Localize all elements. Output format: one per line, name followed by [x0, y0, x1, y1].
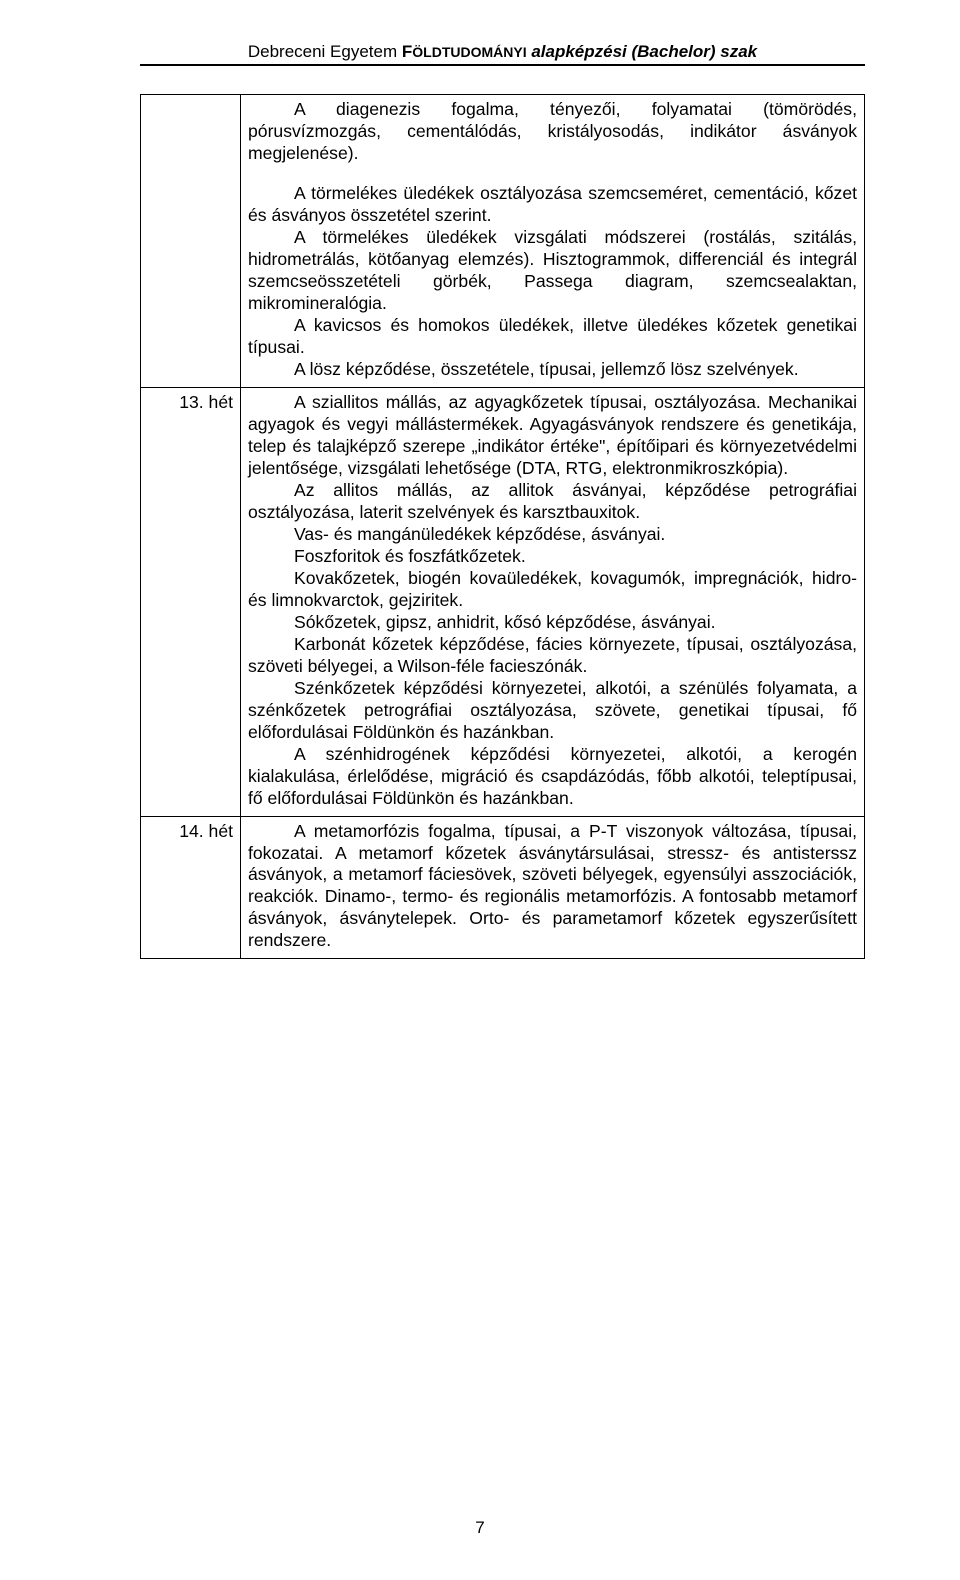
paragraph: Az allitos mállás, az allitok ásványai, … — [248, 480, 857, 524]
paragraph: Szénkőzetek képződési környezetei, alkot… — [248, 678, 857, 744]
week-cell — [141, 95, 241, 388]
paragraph: Kovakőzetek, biogén kovaüledékek, kovagu… — [248, 568, 857, 612]
paragraph: A törmelékes üledékek vizsgálati módszer… — [248, 227, 857, 315]
content-cell: A metamorfózis fogalma, típusai, a P-T v… — [241, 816, 865, 959]
paragraph: A lösz képződése, összetétele, típusai, … — [248, 359, 857, 381]
paragraph: A szénhidrogének képződési környezetei, … — [248, 744, 857, 810]
week-cell: 14. hét — [141, 816, 241, 959]
table-row: 13. hétA sziallitos mállás, az agyagkőze… — [141, 387, 865, 816]
paragraph: A metamorfózis fogalma, típusai, a P-T v… — [248, 821, 857, 953]
paragraph: Sókőzetek, gipsz, anhidrit, kősó képződé… — [248, 612, 857, 634]
paragraph: A diagenezis fogalma, tényezői, folyamat… — [248, 99, 857, 165]
page-header: Debreceni Egyetem FÖLDTUDOMÁNYI alapképz… — [140, 42, 865, 66]
page-number: 7 — [0, 1518, 960, 1538]
header-cap: F — [402, 42, 412, 61]
paragraph: A sziallitos mállás, az agyagkőzetek típ… — [248, 392, 857, 480]
header-italic: alapképzési (Bachelor) szak — [527, 42, 758, 61]
table-row: 14. hétA metamorfózis fogalma, típusai, … — [141, 816, 865, 959]
content-cell: A sziallitos mállás, az agyagkőzetek típ… — [241, 387, 865, 816]
header-smallcaps: ÖLDTUDOMÁNYI — [412, 44, 526, 60]
syllabus-table: A diagenezis fogalma, tényezői, folyamat… — [140, 94, 865, 959]
header-prefix: Debreceni Egyetem — [248, 42, 402, 61]
content-cell: A diagenezis fogalma, tényezői, folyamat… — [241, 95, 865, 388]
paragraph: A törmelékes üledékek osztályozása szemc… — [248, 183, 857, 227]
paragraph: Foszforitok és foszfátkőzetek. — [248, 546, 857, 568]
paragraph: Karbonát kőzetek képződése, fácies körny… — [248, 634, 857, 678]
paragraph: A kavicsos és homokos üledékek, illetve … — [248, 315, 857, 359]
paragraph-gap — [248, 165, 857, 183]
week-cell: 13. hét — [141, 387, 241, 816]
paragraph: Vas- és mangánüledékek képződése, ásvány… — [248, 524, 857, 546]
table-row: A diagenezis fogalma, tényezői, folyamat… — [141, 95, 865, 388]
